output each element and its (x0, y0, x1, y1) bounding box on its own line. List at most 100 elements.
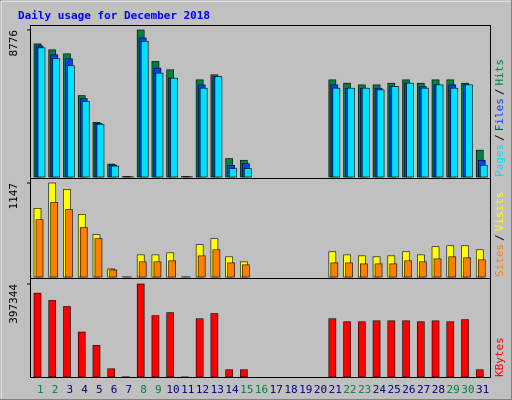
bar (475, 369, 484, 378)
bar (479, 164, 488, 178)
bar (240, 369, 248, 378)
bar (435, 84, 444, 178)
x-tick-label: 8 (140, 383, 147, 396)
bar (347, 87, 355, 178)
bar (465, 84, 473, 178)
bar (109, 269, 118, 278)
x-tick-label: 3 (67, 383, 74, 396)
x-tick-label: 4 (81, 383, 88, 396)
bar (387, 320, 396, 378)
bar (433, 258, 442, 278)
y-tick-label: 397344 (7, 284, 20, 324)
bar (199, 87, 208, 178)
bar (63, 306, 71, 378)
x-tick-label: 29 (447, 383, 460, 396)
bar (136, 283, 145, 378)
bar (404, 260, 412, 278)
bar (96, 124, 105, 178)
x-tick-label: 1 (37, 383, 44, 396)
x-tick-label: 7 (126, 383, 133, 396)
x-tick-label: 20 (314, 383, 327, 396)
x-tick-label: 17 (270, 383, 283, 396)
legend-entry: Sites (493, 244, 506, 277)
bar (107, 368, 116, 378)
bar (37, 47, 46, 178)
bar (197, 255, 206, 278)
legend: KBytes (493, 337, 506, 377)
bar (33, 292, 42, 378)
legend-separator: / (493, 234, 506, 241)
bar (166, 312, 174, 378)
bar (140, 41, 149, 178)
bar (420, 87, 429, 178)
x-tick-label: 13 (211, 383, 224, 396)
bar (372, 320, 381, 378)
x-tick-label: 14 (225, 383, 239, 396)
x-tick-label: 18 (284, 383, 297, 396)
bar (343, 321, 351, 378)
bar (52, 58, 61, 178)
bar (416, 321, 425, 378)
bar (402, 320, 410, 378)
bar (67, 65, 75, 178)
bar (168, 260, 176, 278)
chart-title: Daily usage for December 2018 (18, 9, 210, 22)
bar (229, 168, 237, 178)
bar (212, 249, 221, 278)
bar (376, 89, 385, 178)
bar (463, 257, 471, 278)
legend-entry: Pages (493, 144, 506, 177)
bar (345, 262, 353, 278)
legend-entry: Hits (493, 59, 506, 86)
bar (227, 262, 235, 278)
legend-entry: Files (493, 98, 506, 131)
bar (170, 77, 178, 178)
x-tick-label: 9 (155, 383, 162, 396)
x-tick-label: 11 (181, 383, 194, 396)
x-tick-label: 31 (476, 383, 489, 396)
bar (431, 320, 440, 378)
bar (210, 313, 219, 378)
x-tick-label: 27 (417, 383, 430, 396)
y-tick-label: 1147 (7, 183, 20, 210)
bar (328, 318, 337, 378)
legend: Sites / Visits (493, 192, 506, 278)
bar (65, 209, 73, 278)
bar (362, 87, 370, 178)
x-tick-label: 28 (432, 383, 445, 396)
legend-entry: KBytes (493, 337, 506, 377)
bar (214, 76, 223, 178)
x-tick-label: 5 (96, 383, 103, 396)
x-tick-label: 6 (111, 383, 118, 396)
bar (77, 331, 86, 378)
x-tick-label: 16 (255, 383, 268, 396)
x-tick-label: 19 (299, 383, 312, 396)
bar (94, 238, 103, 278)
bar (461, 319, 469, 378)
bar (332, 87, 341, 178)
bar (111, 165, 120, 178)
y-tick-label: 8776 (7, 30, 20, 57)
bar (389, 263, 398, 278)
bar (48, 300, 57, 378)
bar (406, 82, 414, 178)
bar (138, 261, 147, 278)
x-tick-label: 25 (388, 383, 401, 396)
x-tick-label: 24 (373, 383, 387, 396)
bar (448, 256, 457, 278)
legend-separator: / (493, 89, 506, 96)
bar (225, 369, 233, 378)
bar (358, 321, 366, 378)
bar (151, 315, 160, 378)
bar (50, 202, 59, 278)
x-tick-label: 15 (240, 383, 253, 396)
bar (92, 345, 101, 378)
legend-separator: / (493, 134, 506, 141)
x-tick-label: 2 (52, 383, 59, 396)
x-tick-label: 10 (166, 383, 179, 396)
bar (153, 261, 162, 278)
bar (195, 318, 204, 378)
x-tick-label: 26 (402, 383, 415, 396)
bar (155, 72, 164, 178)
bar (391, 86, 400, 178)
